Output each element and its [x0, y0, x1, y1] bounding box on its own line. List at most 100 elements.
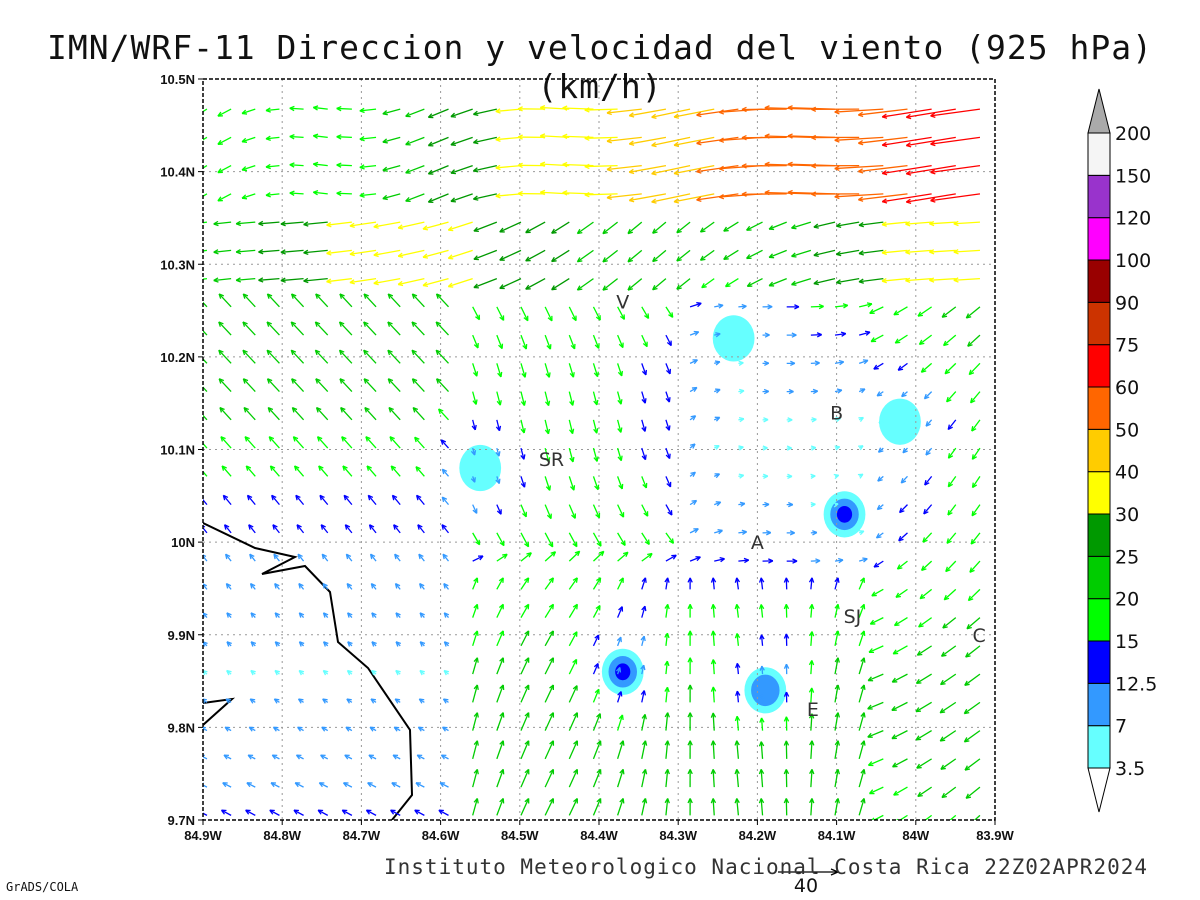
wind-vector	[734, 798, 740, 816]
wind-vector	[496, 630, 505, 647]
wind-vector	[664, 712, 670, 731]
wind-vector	[427, 108, 449, 119]
wind-vector	[472, 798, 479, 816]
wind-vector	[347, 612, 353, 619]
wind-vector	[810, 332, 822, 338]
wind-vector	[417, 524, 425, 534]
wind-vector	[651, 108, 691, 119]
wind-vector	[917, 786, 933, 798]
wind-vector	[881, 108, 932, 119]
wind-vector	[387, 321, 401, 336]
wind-vector	[881, 136, 932, 148]
wind-vector	[808, 713, 815, 731]
wind-vector	[808, 631, 815, 646]
y-tick-label: 10.5N	[160, 72, 195, 87]
x-tick-label: 84.9W	[184, 828, 222, 843]
wind-vector	[687, 657, 693, 675]
wind-vector	[544, 630, 555, 647]
wind-vector	[373, 249, 401, 258]
wind-vector	[676, 278, 691, 290]
wind-vector	[641, 768, 648, 788]
wind-vector	[242, 321, 256, 336]
wind-vector	[809, 798, 815, 816]
wind-vector	[762, 417, 769, 423]
wind-vector	[710, 686, 717, 703]
wind-vector	[520, 419, 526, 434]
wind-vector	[664, 740, 670, 759]
wind-vector	[520, 712, 530, 731]
wind-vector	[393, 524, 401, 534]
wind-vector	[834, 445, 841, 451]
wind-vector	[664, 603, 670, 618]
wind-vector	[876, 504, 884, 511]
wind-vector	[274, 582, 280, 590]
wind-vector	[422, 221, 449, 231]
wind-vector	[858, 445, 864, 451]
wind-vector	[241, 193, 256, 200]
wind-vector	[734, 769, 740, 788]
wind-vector	[441, 726, 449, 732]
wind-vector	[443, 612, 450, 619]
wind-vector	[759, 665, 765, 675]
wind-vector	[473, 221, 498, 232]
wind-vector	[359, 135, 377, 142]
wind-vector	[219, 406, 232, 421]
wind-vector	[441, 468, 450, 477]
wind-vector	[266, 321, 280, 336]
wind-vector	[738, 501, 746, 507]
wind-vector	[918, 334, 933, 346]
wind-vector	[495, 476, 501, 485]
wind-vector	[363, 378, 377, 393]
wind-vector	[369, 726, 377, 732]
wind-vector	[314, 321, 329, 336]
wind-vector	[293, 809, 304, 816]
colorbar-swatch	[1087, 132, 1111, 176]
wind-vector	[568, 419, 575, 435]
wind-vector	[289, 134, 304, 140]
wind-vector	[273, 553, 280, 562]
wind-vector	[419, 641, 426, 647]
wind-vector	[394, 582, 401, 590]
wind-vector	[592, 334, 600, 349]
wind-vector	[786, 332, 797, 338]
credit-text: Instituto Meteorologico Nacional Costa R…	[384, 855, 1149, 879]
y-tick-label: 10.1N	[160, 443, 195, 458]
wind-vector	[450, 193, 473, 203]
wind-vector	[294, 782, 304, 788]
wind-vector	[592, 577, 602, 590]
wind-vector	[764, 105, 811, 111]
wind-vector	[269, 465, 280, 477]
wind-vector	[267, 406, 280, 421]
wind-vector	[606, 136, 642, 144]
wind-vector	[326, 221, 352, 228]
wind-vector	[664, 632, 670, 646]
wind-vector	[724, 278, 739, 288]
wind-vector	[473, 136, 497, 145]
wind-vector	[392, 754, 401, 760]
wind-vector	[203, 193, 208, 198]
wind-vector	[220, 436, 232, 449]
wind-vector	[652, 278, 667, 291]
wind-vector	[544, 797, 555, 816]
wind-vector	[875, 532, 884, 539]
wind-vector	[746, 221, 763, 231]
wind-vector	[405, 108, 425, 118]
wind-vector	[592, 713, 602, 731]
y-tick-label: 9.9N	[168, 628, 195, 643]
colorbar-label: 40	[1115, 462, 1139, 484]
wind-vector	[689, 359, 698, 365]
wind-vector	[495, 193, 522, 199]
wind-vector	[617, 504, 625, 518]
wind-vector	[525, 278, 546, 290]
wind-vector	[568, 334, 576, 350]
wind-vector	[349, 249, 377, 257]
wind-vector	[735, 662, 741, 675]
wind-vector	[203, 812, 208, 816]
wind-vector	[922, 532, 933, 543]
wind-vector	[741, 191, 787, 197]
y-tick-label: 10.3N	[160, 257, 195, 272]
wind-vector	[791, 277, 812, 286]
wind-vector	[664, 660, 670, 675]
wind-vector	[218, 321, 232, 336]
wind-vector	[710, 798, 717, 816]
